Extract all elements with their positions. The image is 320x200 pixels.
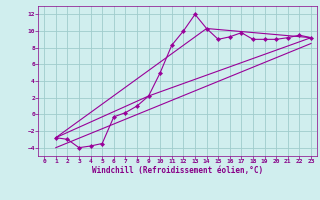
X-axis label: Windchill (Refroidissement éolien,°C): Windchill (Refroidissement éolien,°C) xyxy=(92,166,263,175)
